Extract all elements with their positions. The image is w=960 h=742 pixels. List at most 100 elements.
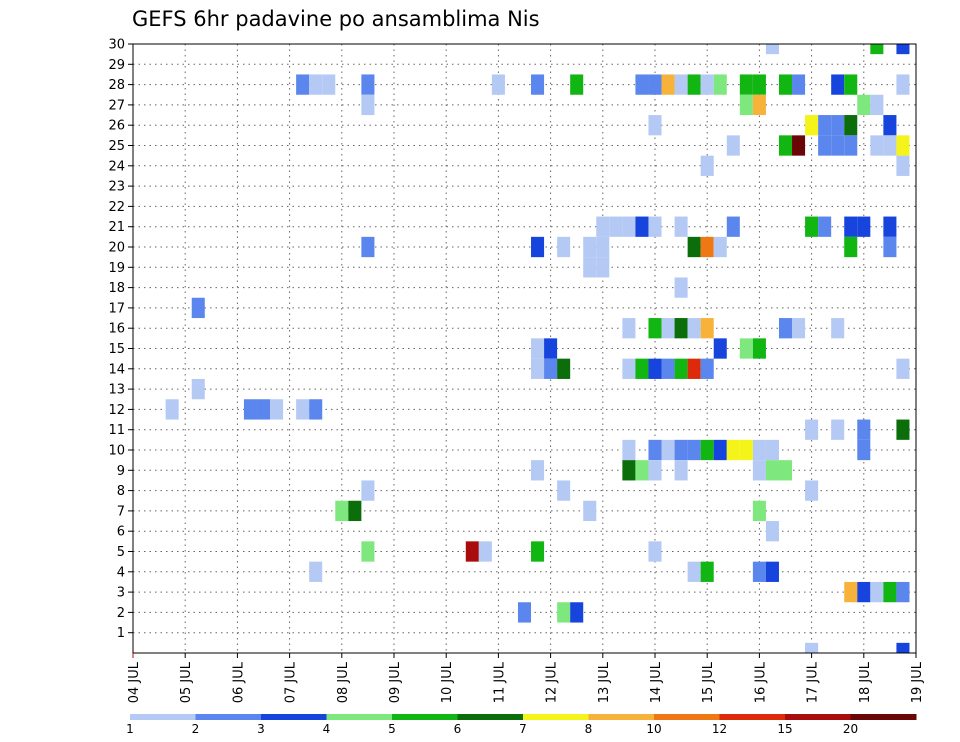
heatmap-cell [557,236,571,258]
heatmap-cell [700,318,714,339]
y-tick-label: 17 [108,301,125,316]
colorbar-label: 5 [388,722,396,736]
heatmap-cell [805,642,819,653]
y-tick-label: 26 [108,119,125,134]
x-tick-label: 11 JUL [492,661,507,703]
y-tick-label: 20 [108,241,125,256]
x-tick-label: 12 JUL [545,661,560,703]
heatmap-cell [883,236,897,258]
colorbar-swatch [850,714,917,720]
heatmap-cell [844,216,858,237]
heatmap-cell [765,521,779,542]
heatmap-cell [870,44,884,55]
colorbar-swatch [654,714,720,720]
heatmap-cell [687,318,701,339]
heatmap-cell [883,581,897,603]
heatmap-cell [557,480,571,501]
heatmap-cell [896,581,910,603]
heatmap-cell [844,115,858,136]
heatmap-cell [700,155,714,176]
heatmap-cell [765,44,779,55]
y-tick-label: 21 [108,220,125,235]
colorbar-label: 3 [257,722,265,736]
heatmap-cell [531,358,545,379]
heatmap-cell [687,74,701,95]
heatmap-cell [648,439,662,461]
heatmap-cell [700,236,714,258]
colorbar-label: 6 [454,722,462,736]
heatmap-cell [270,399,284,420]
heatmap-cell [896,642,910,653]
heatmap-cell [191,378,205,400]
heatmap-cell [831,318,845,339]
heatmap-cell [309,399,323,420]
heatmap-cell [491,74,505,95]
heatmap-cell [348,500,362,522]
heatmap-cell [805,216,819,237]
colorbar-swatch [588,714,655,720]
colorbar-label: 1 [126,722,134,736]
colorbar-label: 20 [843,722,858,736]
heatmap-cell [544,358,558,379]
heatmap-cell [857,419,871,440]
heatmap-cell [296,399,310,420]
heatmap-cell [465,541,479,562]
heatmap-cell [531,541,545,562]
heatmap-cell [596,236,610,258]
heatmap-cell [778,135,793,156]
heatmap-cell [648,216,662,237]
heatmap-cell [831,419,845,440]
heatmap-cell [191,297,205,319]
heatmap-cell [256,399,271,420]
heatmap-cell [622,216,636,237]
heatmap-cells [165,44,910,653]
heatmap-cell [570,602,584,623]
heatmap-cell [765,561,779,582]
heatmap-cell [687,236,701,258]
heatmap-cell [243,399,257,420]
heatmap-cell [622,439,636,461]
heatmap-cell [361,541,375,562]
colorbar-swatch [719,714,786,720]
heatmap-cell [700,358,714,379]
heatmap-cell [883,216,897,237]
colorbar-label: 12 [712,722,727,736]
x-tick-label: 10 JUL [440,661,455,703]
colorbar-swatch [523,714,589,720]
colorbar-label: 8 [585,722,593,736]
heatmap-cell [674,358,688,379]
heatmap-cell [713,338,727,359]
heatmap-cell [713,74,727,95]
heatmap-cell [635,358,649,379]
heatmap-cell [322,74,336,95]
y-tick-label: 4 [117,565,125,580]
heatmap-cell [844,74,858,95]
heatmap-cell [883,115,897,136]
y-tick-label: 1 [117,626,125,641]
heatmap-cell [726,135,740,156]
colorbar-label: 15 [777,722,792,736]
heatmap-cell [739,439,753,461]
x-tick-label: 13 JUL [597,661,612,703]
heatmap-cell [544,338,558,359]
colorbar-swatch [261,714,327,720]
heatmap-cell [687,358,701,379]
colorbar-swatch [392,714,458,720]
heatmap-cell [792,135,806,156]
heatmap-cell [596,257,610,278]
heatmap-cell [674,439,688,461]
y-tick-label: 10 [108,444,125,459]
heatmap-cell [752,460,766,481]
heatmap-cell [622,460,636,481]
heatmap-cell [531,460,545,481]
heatmap-cell [752,74,766,95]
y-tick-label: 28 [108,78,125,93]
heatmap-cell [361,74,375,95]
heatmap-cell [726,216,740,237]
y-tick-label: 8 [117,484,125,499]
heatmap-cell [531,74,545,95]
heatmap-cell [674,277,688,298]
colorbar-label: 10 [646,722,661,736]
x-tick-label: 17 JUL [806,661,821,703]
